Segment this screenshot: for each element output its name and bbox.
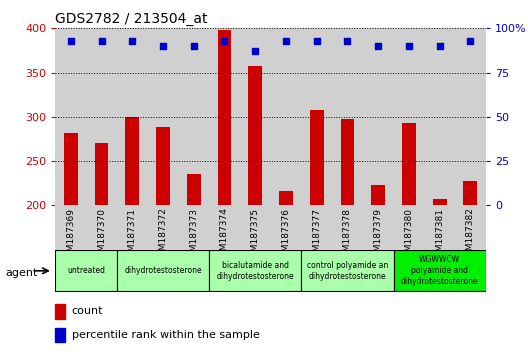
Text: GSM187379: GSM187379 (374, 207, 383, 263)
Text: percentile rank within the sample: percentile rank within the sample (72, 330, 260, 340)
Bar (402, 123, 416, 354)
Point (220, 38, 229, 44)
Bar (279, 191, 293, 354)
Bar (271, 205, 301, 250)
Bar (433, 199, 447, 354)
Bar (86, 28, 117, 205)
Point (282, 38, 290, 44)
Bar (55, 205, 86, 250)
Point (436, 43, 444, 49)
Text: agent: agent (5, 268, 37, 278)
Bar (125, 117, 139, 354)
Bar (117, 250, 209, 291)
Text: GSM187380: GSM187380 (404, 207, 413, 263)
Bar (464, 181, 477, 354)
Bar (393, 28, 425, 205)
Text: GSM187370: GSM187370 (97, 207, 106, 263)
Text: GSM187371: GSM187371 (128, 207, 137, 263)
Text: GDS2782 / 213504_at: GDS2782 / 213504_at (55, 12, 208, 26)
Point (374, 43, 382, 49)
Bar (341, 119, 354, 354)
Bar (55, 328, 65, 343)
Text: GSM187375: GSM187375 (251, 207, 260, 263)
Bar (178, 205, 209, 250)
Bar (363, 28, 393, 205)
Bar (425, 205, 455, 250)
Bar (240, 205, 271, 250)
Bar (209, 250, 301, 291)
Point (343, 38, 352, 44)
Bar (310, 110, 324, 354)
Bar (187, 175, 201, 354)
Bar (209, 28, 240, 205)
Bar (455, 28, 486, 205)
Text: control polyamide an
dihydrotestosterone: control polyamide an dihydrotestosterone (307, 261, 388, 281)
Bar (271, 28, 301, 205)
Text: GSM187372: GSM187372 (158, 207, 167, 262)
Bar (148, 28, 178, 205)
Bar (117, 205, 148, 250)
Bar (55, 250, 117, 291)
Point (404, 43, 413, 49)
Text: GSM187374: GSM187374 (220, 207, 229, 262)
Bar (301, 250, 393, 291)
Point (128, 38, 137, 44)
Text: GSM187373: GSM187373 (189, 207, 198, 263)
Bar (332, 205, 363, 250)
Bar (95, 143, 108, 354)
Bar (55, 28, 86, 205)
Bar (371, 185, 385, 354)
Bar (393, 250, 486, 291)
Text: GSM187381: GSM187381 (435, 207, 444, 263)
Text: GSM187377: GSM187377 (312, 207, 321, 263)
Bar (178, 28, 209, 205)
Text: GSM187369: GSM187369 (67, 207, 76, 263)
Bar (64, 133, 78, 354)
Bar (156, 127, 170, 354)
Point (313, 38, 321, 44)
Bar (117, 28, 148, 205)
Bar (86, 205, 117, 250)
Text: WGWWCW
polyamide and
dihydrotestosterone: WGWWCW polyamide and dihydrotestosterone (401, 255, 478, 286)
Point (466, 38, 475, 44)
Bar (218, 30, 231, 354)
Bar (55, 304, 65, 319)
Text: GSM187378: GSM187378 (343, 207, 352, 263)
Point (190, 43, 198, 49)
Point (97, 38, 106, 44)
Point (67, 38, 75, 44)
Text: bicalutamide and
dihydrotestosterone: bicalutamide and dihydrotestosterone (216, 261, 294, 281)
Text: GSM187382: GSM187382 (466, 207, 475, 262)
Bar (209, 205, 240, 250)
Bar (393, 205, 425, 250)
Bar (301, 28, 332, 205)
Text: count: count (72, 306, 103, 316)
Bar (455, 205, 486, 250)
Text: dihydrotestosterone: dihydrotestosterone (124, 266, 202, 275)
Bar (425, 28, 455, 205)
Bar (240, 28, 271, 205)
Bar (148, 205, 178, 250)
Bar (301, 205, 332, 250)
Point (251, 48, 259, 54)
Bar (332, 28, 363, 205)
Text: GSM187376: GSM187376 (281, 207, 290, 263)
Bar (363, 205, 393, 250)
Text: untreated: untreated (67, 266, 105, 275)
Point (159, 43, 167, 49)
Bar (248, 67, 262, 354)
